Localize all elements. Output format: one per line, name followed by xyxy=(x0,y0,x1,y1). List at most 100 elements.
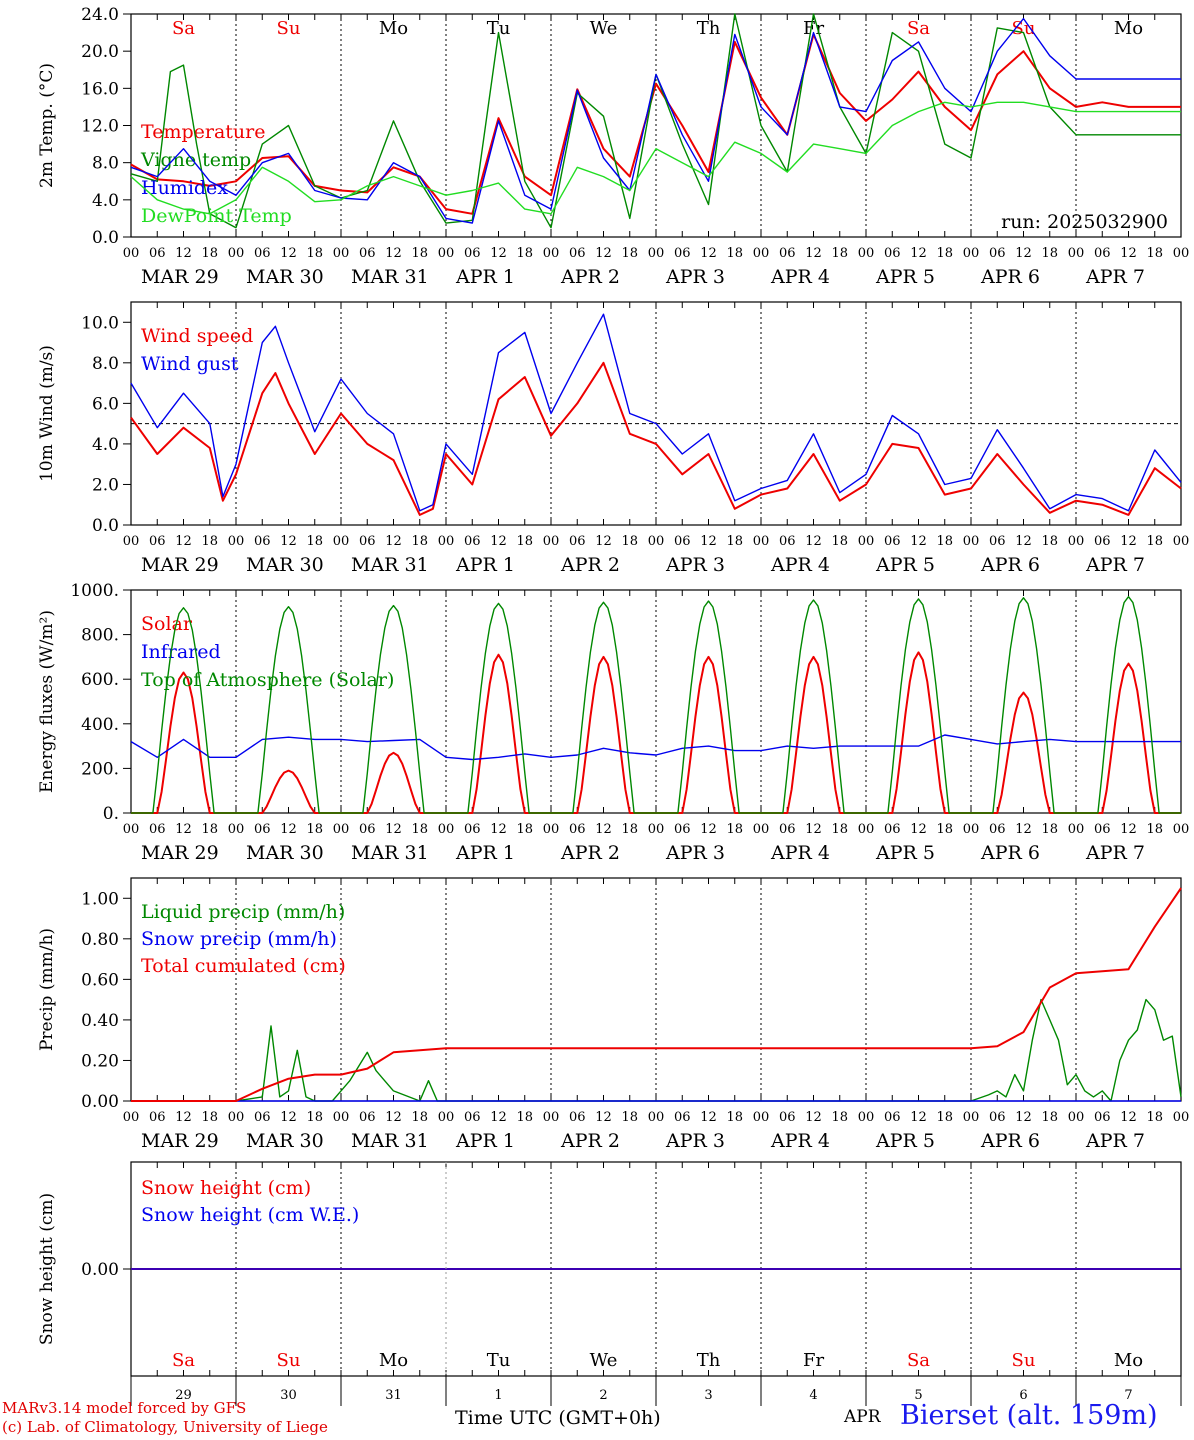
hour-tick-label: 12 xyxy=(910,822,927,837)
day-of-week-label: Tu xyxy=(487,18,511,39)
hour-tick-label: 00 xyxy=(228,534,245,549)
day-of-week-label: We xyxy=(590,18,618,39)
day-number: 2 xyxy=(599,1388,607,1403)
hour-tick-label: 06 xyxy=(989,822,1006,837)
hour-tick-label: 06 xyxy=(149,534,166,549)
hour-tick-label: 18 xyxy=(306,822,323,837)
series-line-top-of-atmosphere-solar- xyxy=(131,596,1181,814)
hour-tick-label: 12 xyxy=(1120,246,1137,261)
y-tick-label: 0.80 xyxy=(81,930,119,950)
day-of-week-label: Su xyxy=(277,18,301,39)
hour-tick-label: 12 xyxy=(490,534,507,549)
hour-tick-label: 12 xyxy=(490,1110,507,1125)
y-tick-label: 4.0 xyxy=(92,191,119,211)
footer-month: APR xyxy=(844,1407,881,1427)
hour-tick-label: 18 xyxy=(201,246,218,261)
legend-entry: Humidex xyxy=(141,177,228,199)
legend-entry: Total cumulated (cm) xyxy=(141,955,346,977)
hour-tick-label: 18 xyxy=(1146,1110,1163,1125)
day-number: 1 xyxy=(494,1388,502,1403)
day-of-week-label: Sa xyxy=(907,1350,930,1371)
hour-tick-label: 18 xyxy=(726,822,743,837)
hour-tick-label: 12 xyxy=(910,246,927,261)
series-line-vigne-temp xyxy=(130,13,1181,229)
date-label: APR 7 xyxy=(1085,842,1145,864)
hour-tick-label: 00 xyxy=(333,534,350,549)
hour-tick-label: 06 xyxy=(569,1110,586,1125)
hour-tick-label: 18 xyxy=(1041,246,1058,261)
hour-tick-label: 00 xyxy=(543,534,560,549)
hour-tick-label: 06 xyxy=(569,822,586,837)
date-label: APR 3 xyxy=(665,842,725,864)
date-label: APR 6 xyxy=(980,1130,1040,1152)
y-axis-title: Precip (mm/h) xyxy=(37,928,57,1051)
day-number: 4 xyxy=(809,1388,817,1403)
hour-tick-label: 00 xyxy=(753,1110,770,1125)
lab-credit: (c) Lab. of Climatology, University of L… xyxy=(2,1418,328,1436)
hour-tick-label: 18 xyxy=(1146,534,1163,549)
day-of-week-label: Th xyxy=(697,18,721,39)
day-of-week-label: Su xyxy=(1012,18,1036,39)
date-label: APR 2 xyxy=(560,842,620,864)
series-line-wind-gust xyxy=(130,313,1182,512)
date-label: MAR 30 xyxy=(246,554,324,576)
hour-tick-label: 18 xyxy=(516,1110,533,1125)
hour-tick-label: 00 xyxy=(963,1110,980,1125)
y-tick-label: 12.0 xyxy=(81,117,119,137)
hour-tick-label: 00 xyxy=(1173,1110,1190,1125)
hour-tick-label: 00 xyxy=(858,534,875,549)
date-label: APR 6 xyxy=(980,554,1040,576)
hour-tick-label: 12 xyxy=(700,534,717,549)
date-label: APR 1 xyxy=(455,842,515,864)
hour-tick-label: 06 xyxy=(779,1110,796,1125)
hour-tick-label: 06 xyxy=(989,246,1006,261)
hour-tick-label: 12 xyxy=(805,246,822,261)
hour-tick-label: 18 xyxy=(201,1110,218,1125)
hour-tick-label: 00 xyxy=(858,822,875,837)
hour-tick-label: 18 xyxy=(831,822,848,837)
hour-tick-label: 12 xyxy=(805,534,822,549)
day-number: 31 xyxy=(385,1388,402,1403)
date-label: APR 4 xyxy=(770,266,830,288)
legend-entry: Temperature xyxy=(141,121,265,143)
hour-tick-label: 06 xyxy=(569,534,586,549)
hour-tick-label: 06 xyxy=(1094,246,1111,261)
hour-tick-label: 18 xyxy=(936,822,953,837)
hour-tick-label: 06 xyxy=(254,1110,271,1125)
day-of-week-label: Sa xyxy=(172,1350,195,1371)
date-label: APR 1 xyxy=(455,554,515,576)
hour-tick-label: 18 xyxy=(936,246,953,261)
hour-tick-label: 12 xyxy=(385,822,402,837)
hour-tick-label: 06 xyxy=(779,534,796,549)
date-label: MAR 31 xyxy=(351,1130,429,1152)
hour-tick-label: 06 xyxy=(464,1110,481,1125)
date-label: APR 5 xyxy=(875,266,935,288)
hour-tick-label: 12 xyxy=(175,822,192,837)
y-tick-label: 0.0 xyxy=(92,516,119,536)
hour-tick-label: 12 xyxy=(700,1110,717,1125)
hour-tick-label: 18 xyxy=(1146,246,1163,261)
date-label: MAR 30 xyxy=(246,1130,324,1152)
day-of-week-label: Mo xyxy=(379,18,408,39)
y-tick-label: 400. xyxy=(81,715,119,735)
hour-tick-label: 18 xyxy=(621,822,638,837)
hour-tick-label: 12 xyxy=(175,1110,192,1125)
hour-tick-label: 18 xyxy=(516,246,533,261)
hour-tick-label: 18 xyxy=(726,1110,743,1125)
hour-tick-label: 18 xyxy=(621,246,638,261)
hour-tick-label: 12 xyxy=(595,246,612,261)
series-line-dewpoint-temp xyxy=(130,101,1181,215)
y-tick-label: 0.60 xyxy=(81,970,119,990)
hour-tick-label: 06 xyxy=(779,822,796,837)
hour-tick-label: 06 xyxy=(674,822,691,837)
hour-tick-label: 18 xyxy=(1041,534,1058,549)
hour-tick-label: 18 xyxy=(306,246,323,261)
day-of-week-label: Tu xyxy=(487,1350,511,1371)
date-label: MAR 30 xyxy=(246,842,324,864)
hour-tick-label: 18 xyxy=(411,534,428,549)
hour-tick-label: 00 xyxy=(1173,822,1190,837)
hour-tick-label: 00 xyxy=(438,1110,455,1125)
hour-tick-label: 00 xyxy=(963,822,980,837)
hour-tick-label: 00 xyxy=(228,1110,245,1125)
series-line-total-cumulated-cm- xyxy=(131,887,1182,1102)
